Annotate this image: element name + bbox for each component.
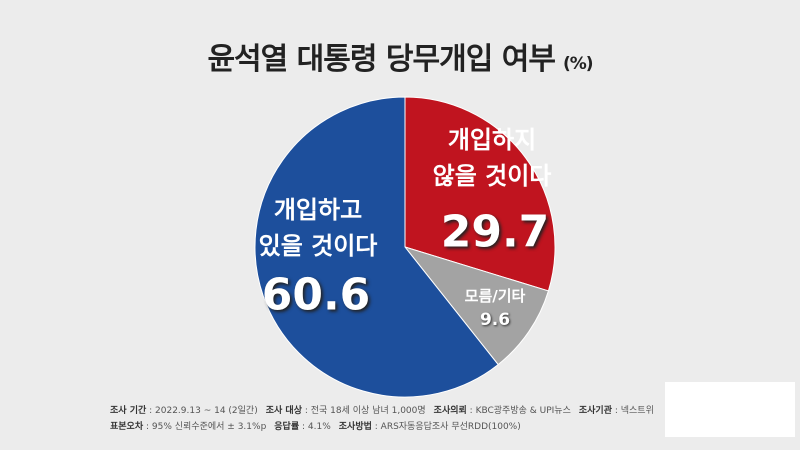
notes-row: 표본오차 : 95% 신뢰수준에서 ± 3.1%p 응답률 : 4.1% 조사방법 … [110,422,521,432]
note-text: 4.1% [307,422,331,432]
slice-label: 모름/기타 [464,287,526,305]
value-label: 29.7 [440,206,550,258]
note-label: 조사 기간 [110,406,147,416]
value-label: 9.6 [479,310,511,330]
title-block: 윤석열 대통령 당무개입 여부 (%) [0,34,800,78]
unit: (%) [562,54,594,74]
pie-slice [254,96,499,398]
pie-slice [403,246,550,366]
notes-row: 조사 기간 : 2022.9.13 ~ 14 (2일간) 조사 대상 : 전국 1… [110,406,654,416]
note-label: 표본오차 [110,422,144,432]
overlay-box [665,382,795,437]
value-label: 60.6 [261,269,371,321]
slice-label: 개입하고 있을 것이다 [258,196,378,260]
note-label: 조사의뢰 [433,406,467,416]
pie-slice [404,96,556,292]
note-label: 조사기관 [578,406,612,416]
chart-title: 윤석열 대통령 당무개입 여부 [207,42,556,77]
note-text: 95% 신뢰수준에서 ± 3.1%p [151,422,267,432]
note-text: ARS자동응답조사 무선RDD(100%) [380,422,521,432]
note-label: 조사방법 [338,422,372,432]
note-text: 넥스트위 [620,406,654,416]
note-label: 응답률 [274,422,300,432]
note-text: 2022.9.13 ~ 14 (2일간) [155,406,258,416]
slice-label: 개입하지 않을 것이다 [432,126,552,190]
notes: 조사 기간 : 2022.9.13 ~ 14 (2일간) 조사 대상 : 전국 1… [110,403,654,435]
note-text: 전국 18세 이상 남녀 1,000명 [310,406,426,416]
note-label: 조사 대상 [265,406,302,416]
note-text: KBC광주방송 & UPI뉴스 [475,406,571,416]
